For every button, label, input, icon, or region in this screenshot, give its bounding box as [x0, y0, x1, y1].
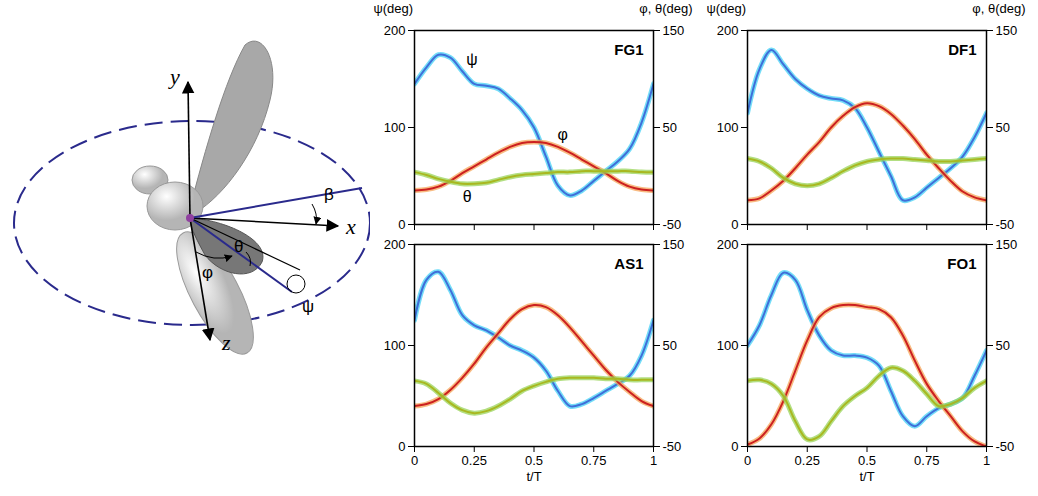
svg-text:1: 1	[983, 453, 990, 468]
svg-text:-50: -50	[996, 439, 1015, 454]
svg-text:1: 1	[650, 453, 657, 468]
svg-text:ψ: ψ	[466, 51, 477, 68]
svg-text:200: 200	[717, 237, 739, 252]
svg-text:FG1: FG1	[614, 41, 643, 58]
svg-text:50: 50	[996, 120, 1010, 135]
svg-text:ψ: ψ	[302, 297, 314, 316]
svg-text:0: 0	[398, 217, 405, 232]
svg-text:t/T: t/T	[526, 469, 541, 484]
svg-text:100: 100	[384, 338, 406, 353]
svg-text:z: z	[221, 330, 231, 355]
svg-text:-50: -50	[996, 217, 1015, 232]
svg-text:100: 100	[717, 120, 739, 135]
svg-text:0.25: 0.25	[462, 453, 487, 468]
svg-text:FO1: FO1	[947, 255, 976, 272]
svg-text:150: 150	[663, 237, 685, 252]
svg-text:200: 200	[717, 23, 739, 38]
svg-text:150: 150	[996, 23, 1018, 38]
svg-text:0: 0	[731, 217, 738, 232]
svg-text:φ: φ	[557, 126, 567, 143]
svg-text:y: y	[168, 64, 180, 89]
svg-text:150: 150	[996, 237, 1018, 252]
svg-text:0: 0	[398, 439, 405, 454]
svg-text:50: 50	[663, 120, 677, 135]
svg-text:0: 0	[731, 439, 738, 454]
svg-text:0: 0	[744, 453, 751, 468]
svg-text:50: 50	[663, 338, 677, 353]
svg-text:φ: φ	[202, 263, 213, 282]
svg-text:φ, θ(deg): φ, θ(deg)	[972, 1, 1025, 16]
svg-text:50: 50	[996, 338, 1010, 353]
svg-text:0: 0	[411, 453, 418, 468]
svg-text:AS1: AS1	[614, 255, 643, 272]
svg-text:φ, θ(deg): φ, θ(deg)	[639, 1, 692, 16]
svg-text:θ: θ	[463, 188, 472, 205]
svg-text:0.25: 0.25	[795, 453, 820, 468]
svg-text:0.75: 0.75	[581, 453, 606, 468]
svg-text:100: 100	[384, 120, 406, 135]
svg-text:0.5: 0.5	[858, 453, 876, 468]
svg-text:200: 200	[384, 237, 406, 252]
svg-text:200: 200	[384, 23, 406, 38]
svg-text:DF1: DF1	[948, 41, 976, 58]
svg-text:150: 150	[663, 23, 685, 38]
svg-text:x: x	[345, 214, 356, 239]
svg-text:100: 100	[717, 338, 739, 353]
svg-text:0.75: 0.75	[914, 453, 939, 468]
svg-text:θ: θ	[234, 237, 243, 256]
svg-text:-50: -50	[663, 217, 682, 232]
svg-text:ψ(deg): ψ(deg)	[374, 1, 414, 16]
svg-text:-50: -50	[663, 439, 682, 454]
svg-text:t/T: t/T	[859, 469, 874, 484]
svg-text:0.5: 0.5	[525, 453, 543, 468]
svg-text:ψ(deg): ψ(deg)	[707, 1, 747, 16]
svg-text:β: β	[324, 185, 334, 204]
